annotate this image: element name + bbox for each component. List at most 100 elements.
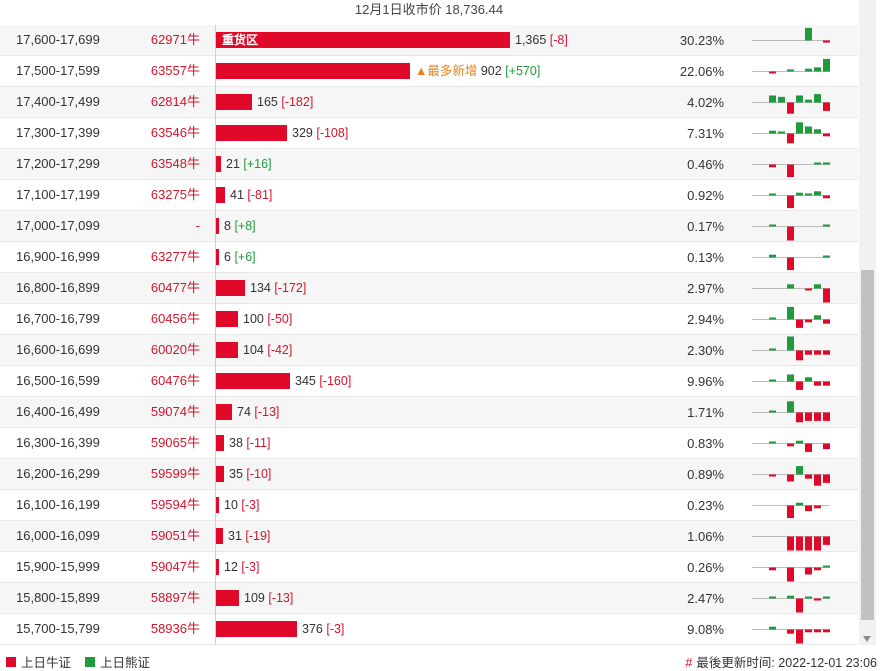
table-row[interactable]: 16,300-16,399 59065牛 38 [-11] 0.83% — [0, 428, 858, 459]
trend-sparkline — [752, 94, 830, 114]
quantity-value-group: 134 [-172] — [250, 273, 306, 304]
percentage: 2.97% — [687, 281, 724, 296]
quantity-change: [-3] — [241, 498, 260, 512]
quantity-change: [+16] — [243, 157, 272, 171]
quantity-bar — [216, 342, 238, 358]
bull-count: 59594牛 — [150, 497, 200, 512]
quantity-value-group: 74 [-13] — [237, 397, 279, 428]
bull-spark-bar — [787, 443, 794, 447]
quantity-change: [-160] — [319, 374, 352, 388]
table-row[interactable]: 16,900-16,999 63277牛 6 [+6] 0.13% — [0, 242, 858, 273]
table-row[interactable]: 16,200-16,299 59599牛 35 [-10] 0.89% — [0, 459, 858, 490]
table-row[interactable]: 17,600-17,699 62971牛 重货区 1,365 [-8] 30.23% — [0, 25, 858, 56]
table-row[interactable]: 17,400-17,499 62814牛 165 [-182] 4.02% — [0, 87, 858, 118]
bar-baseline — [215, 273, 216, 304]
quantity-change: [-19] — [245, 529, 271, 543]
quantity-value-group: 12 [-3] — [224, 552, 259, 583]
bar-baseline — [215, 242, 216, 273]
scrollbar-thumb[interactable] — [861, 270, 874, 620]
table-row[interactable]: 16,500-16,599 60476牛 345 [-160] 9.96% — [0, 366, 858, 397]
quantity-bar — [216, 435, 224, 451]
legend: 上日牛证 上日熊证 — [6, 652, 164, 671]
bar-baseline — [215, 149, 216, 180]
bear-spark-bar — [778, 131, 785, 134]
table-row[interactable]: 17,000-17,099 - 8 [+8] 0.17% — [0, 211, 858, 242]
bar-baseline — [215, 180, 216, 211]
table-row[interactable]: 17,200-17,299 63548牛 21 [+16] 0.46% — [0, 149, 858, 180]
quantity-value-group: 104 [-42] — [243, 335, 292, 366]
table-row[interactable]: 16,000-16,099 59051牛 31 [-19] 1.06% — [0, 521, 858, 552]
bull-spark-bar — [787, 164, 794, 178]
quantity-value: 376 — [302, 622, 323, 636]
scroll-down-arrow-icon[interactable] — [863, 636, 871, 642]
bear-spark-bar — [769, 130, 776, 134]
bull-spark-bar — [814, 505, 821, 509]
bull-spark-bar — [823, 629, 830, 633]
quantity-bar — [216, 94, 252, 110]
bear-spark-bar — [805, 377, 812, 382]
bear-spark-bar — [823, 565, 830, 568]
quantity-change: [-172] — [274, 281, 307, 295]
bear-spark-bar — [796, 466, 803, 475]
bull-spark-bar — [805, 288, 812, 291]
bear-spark-bar — [805, 27, 812, 41]
table-row[interactable]: 15,900-15,999 59047牛 12 [-3] 0.26% — [0, 552, 858, 583]
bear-spark-bar — [769, 596, 776, 599]
quantity-value: 41 — [230, 188, 244, 202]
price-range: 15,900-15,999 — [16, 559, 100, 574]
bull-spark-bar — [814, 567, 821, 571]
trend-sparkline — [752, 254, 830, 271]
bull-count: 63275牛 — [150, 187, 200, 202]
table-row[interactable]: 17,500-17,599 63557牛 ▲最多新增 902 [+570] 22.06… — [0, 56, 858, 87]
trend-sparkline — [752, 58, 830, 74]
table-row[interactable]: 16,100-16,199 59594牛 10 [-3] 0.23% — [0, 490, 858, 521]
percentage: 1.71% — [687, 405, 724, 420]
table-row[interactable]: 17,100-17,199 63275牛 41 [-81] 0.92% — [0, 180, 858, 211]
trend-sparkline — [752, 626, 830, 644]
bear-spark-bar — [769, 254, 776, 258]
bull-spark-bar — [805, 319, 812, 323]
percentage: 7.31% — [687, 126, 724, 141]
bar-baseline — [215, 87, 216, 118]
table-row[interactable]: 15,700-15,799 58936牛 376 [-3] 9.08% — [0, 614, 858, 645]
bull-spark-bar — [787, 257, 794, 271]
table-row[interactable]: 16,700-16,799 60456牛 100 [-50] 2.94% — [0, 304, 858, 335]
vertical-scrollbar[interactable] — [859, 0, 876, 645]
bear-spark-bar — [823, 162, 830, 165]
bull-spark-bar — [796, 319, 803, 328]
table-row[interactable]: 16,600-16,699 60020牛 104 [-42] 2.30% — [0, 335, 858, 366]
table-row[interactable]: 15,800-15,899 58897牛 109 [-13] 2.47% — [0, 583, 858, 614]
quantity-change: [-81] — [247, 188, 273, 202]
bar-baseline — [215, 397, 216, 428]
trend-sparkline — [752, 306, 830, 328]
bear-spark-bar — [787, 306, 794, 320]
price-range: 16,000-16,099 — [16, 528, 100, 543]
quantity-bar — [216, 311, 238, 327]
price-range: 17,500-17,599 — [16, 63, 100, 78]
percentage: 0.26% — [687, 560, 724, 575]
bear-spark-bar — [805, 596, 812, 599]
trend-sparkline — [752, 122, 830, 144]
price-range: 15,800-15,899 — [16, 590, 100, 605]
bull-spark-bar — [787, 133, 794, 144]
percentage: 0.46% — [687, 157, 724, 172]
quantity-value-group: 38 [-11] — [229, 428, 270, 459]
bull-spark-bar — [787, 102, 794, 114]
bull-count: 58936牛 — [150, 621, 200, 636]
bear-spark-bar — [769, 626, 776, 630]
quantity-change: [-8] — [549, 33, 568, 47]
table-row[interactable]: 16,400-16,499 59074牛 74 [-13] 1.71% — [0, 397, 858, 428]
percentage: 9.96% — [687, 374, 724, 389]
bear-spark-bar — [769, 317, 776, 320]
bull-spark-bar — [805, 412, 812, 421]
bear-spark-bar — [805, 193, 812, 196]
quantity-value-group: ▲最多新增 902 [+570] — [415, 56, 540, 87]
bull-count: 63277牛 — [150, 249, 200, 264]
quantity-value: 10 — [224, 498, 238, 512]
bull-spark-bar — [823, 133, 830, 137]
quantity-bar — [216, 280, 245, 296]
table-row[interactable]: 17,300-17,399 63546牛 329 [-108] 7.31% — [0, 118, 858, 149]
quantity-bar — [216, 621, 297, 637]
bull-spark-bar — [823, 381, 830, 386]
table-row[interactable]: 16,800-16,899 60477牛 134 [-172] 2.97% — [0, 273, 858, 304]
